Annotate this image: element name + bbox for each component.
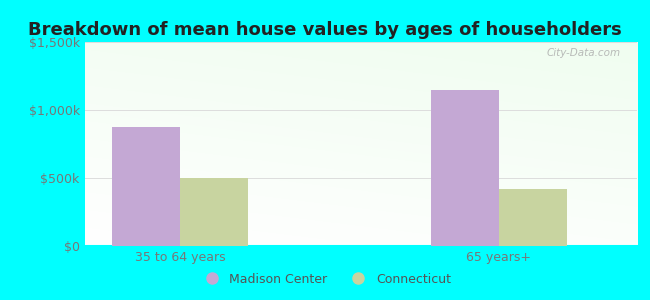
Legend: Madison Center, Connecticut: Madison Center, Connecticut (194, 268, 456, 291)
Bar (180, 178, 248, 246)
Text: Breakdown of mean house values by ages of householders: Breakdown of mean house values by ages o… (28, 21, 622, 39)
Bar (431, 90, 499, 246)
Text: City-Data.com: City-Data.com (546, 48, 620, 58)
Bar (112, 127, 180, 246)
Bar (499, 189, 567, 246)
